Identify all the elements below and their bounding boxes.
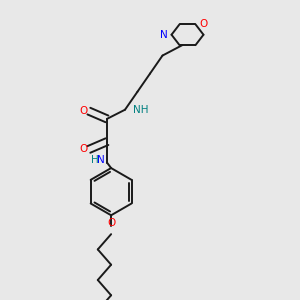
Text: N: N	[97, 155, 105, 165]
Text: O: O	[107, 218, 115, 228]
Text: H: H	[92, 155, 99, 165]
Text: O: O	[79, 144, 88, 154]
Text: O: O	[200, 19, 208, 29]
Text: O: O	[79, 106, 88, 116]
Text: NH: NH	[133, 105, 149, 115]
Text: N: N	[160, 30, 167, 40]
